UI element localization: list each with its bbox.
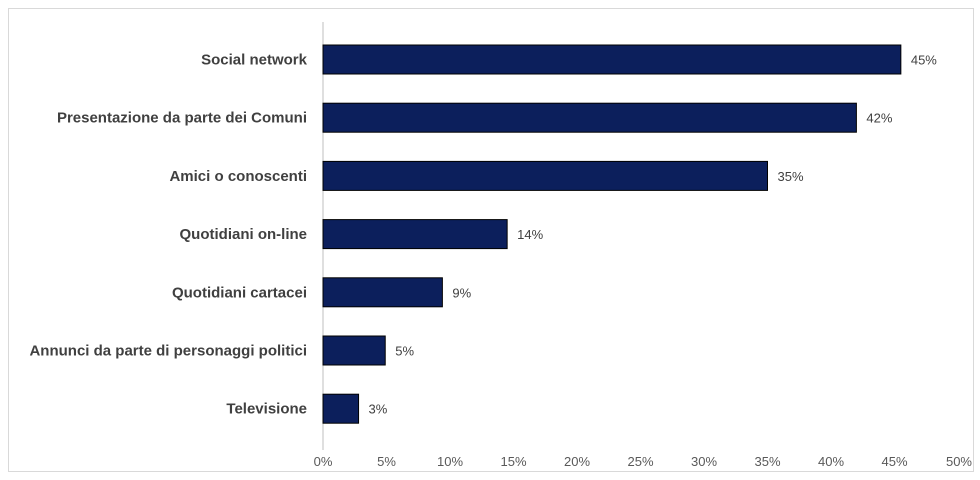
category-label-4: Quotidiani cartacei — [172, 284, 307, 301]
data-label-4: 9% — [452, 285, 471, 300]
bars-group — [322, 44, 902, 424]
x-tick-label-9: 45% — [881, 454, 907, 469]
data-label-2: 35% — [778, 169, 804, 184]
x-tick-labels-group: 0% 5% 10% 15% 20% 25% 30% 35% 40% 45% 50% — [314, 454, 973, 469]
data-label-1: 42% — [866, 111, 892, 126]
category-labels-group: Social network Presentazione da parte dei… — [29, 52, 307, 418]
bar-4 — [322, 277, 443, 308]
bar-2 — [322, 160, 768, 191]
x-tick-label-3: 15% — [500, 454, 526, 469]
x-tick-label-5: 25% — [627, 454, 653, 469]
x-tick-label-6: 30% — [691, 454, 717, 469]
x-tick-label-7: 35% — [754, 454, 780, 469]
bar-3 — [322, 219, 508, 250]
bar-1 — [322, 102, 857, 133]
category-label-6: Televisione — [226, 401, 307, 418]
bar-6 — [322, 393, 360, 424]
data-labels-group: 45% 42% 35% 14% 9% 5% 3% — [369, 53, 938, 417]
x-tick-label-2: 10% — [437, 454, 463, 469]
x-tick-label-0: 0% — [314, 454, 333, 469]
data-label-5: 5% — [395, 344, 414, 359]
x-tick-label-1: 5% — [377, 454, 396, 469]
x-tick-label-4: 20% — [564, 454, 590, 469]
bar-0 — [322, 44, 902, 75]
category-label-2: Amici o conoscenti — [169, 168, 307, 185]
data-label-3: 14% — [517, 227, 543, 242]
category-label-5: Annunci da parte di personaggi politici — [29, 343, 307, 360]
category-label-0: Social network — [201, 52, 308, 69]
category-label-1: Presentazione da parte dei Comuni — [57, 110, 307, 127]
category-label-3: Quotidiani on-line — [180, 226, 308, 243]
data-label-6: 3% — [369, 402, 388, 417]
bar-5 — [322, 335, 386, 366]
data-label-0: 45% — [911, 53, 937, 68]
x-tick-label-8: 40% — [818, 454, 844, 469]
x-tick-label-10: 50% — [946, 454, 972, 469]
